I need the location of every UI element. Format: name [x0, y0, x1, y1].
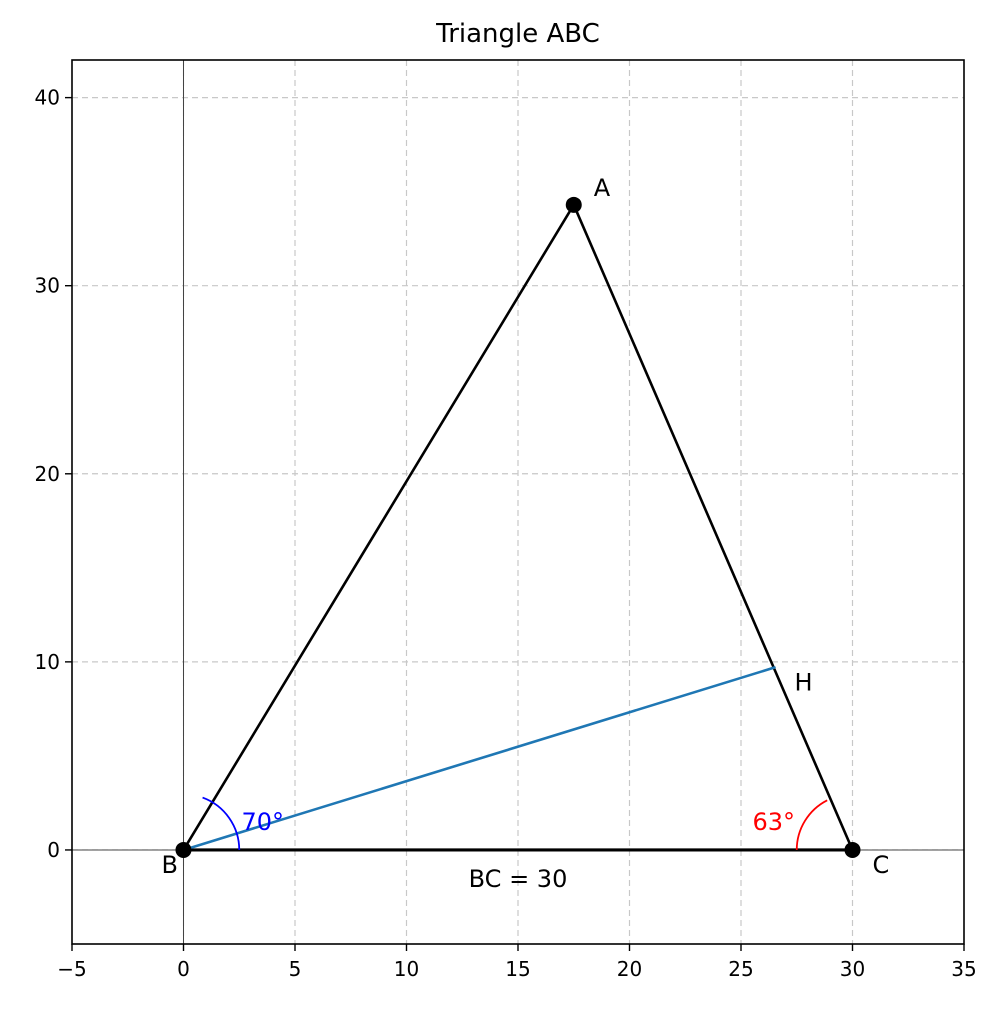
figure-title: Triangle ABC [435, 19, 600, 49]
segment-AB [182, 203, 576, 852]
y-tick-label: 0 [47, 838, 60, 862]
x-tick-label: 0 [177, 957, 190, 981]
x-tick-label: 35 [951, 957, 976, 981]
grid [72, 60, 964, 944]
y-tick-label: 30 [35, 274, 60, 298]
segment-BH [182, 666, 776, 852]
angle-markers: 70° 63° [202, 796, 828, 850]
segment-CA [572, 203, 854, 852]
axis-ticks: −5 0 5 10 15 20 25 30 35 0 10 20 30 40 [35, 86, 977, 981]
y-tick-label: 40 [35, 86, 60, 110]
x-tick-label: 10 [394, 957, 419, 981]
point-A [565, 196, 582, 213]
points: A B C H [162, 174, 890, 879]
x-tick-label: 30 [840, 957, 865, 981]
x-tick-label: 25 [728, 957, 753, 981]
point-label-C: C [873, 851, 890, 879]
angle-label-C: 63° [753, 808, 796, 836]
angle-label-B: 70° [242, 808, 285, 836]
x-tick-label: 20 [617, 957, 642, 981]
x-tick-label: 5 [289, 957, 302, 981]
side-label-bc: BC = 30 [469, 865, 568, 893]
point-label-H: H [794, 669, 812, 697]
x-tick-label: −5 [57, 957, 86, 981]
angle-arc-B [202, 796, 241, 850]
point-label-B: B [162, 851, 178, 879]
point-C [844, 841, 861, 858]
angle-arc-C [795, 799, 828, 850]
y-tick-label: 10 [35, 650, 60, 674]
point-label-A: A [594, 174, 611, 202]
segments [181, 203, 855, 852]
x-tick-label: 15 [505, 957, 530, 981]
point-B [175, 841, 192, 858]
y-tick-label: 20 [35, 462, 60, 486]
